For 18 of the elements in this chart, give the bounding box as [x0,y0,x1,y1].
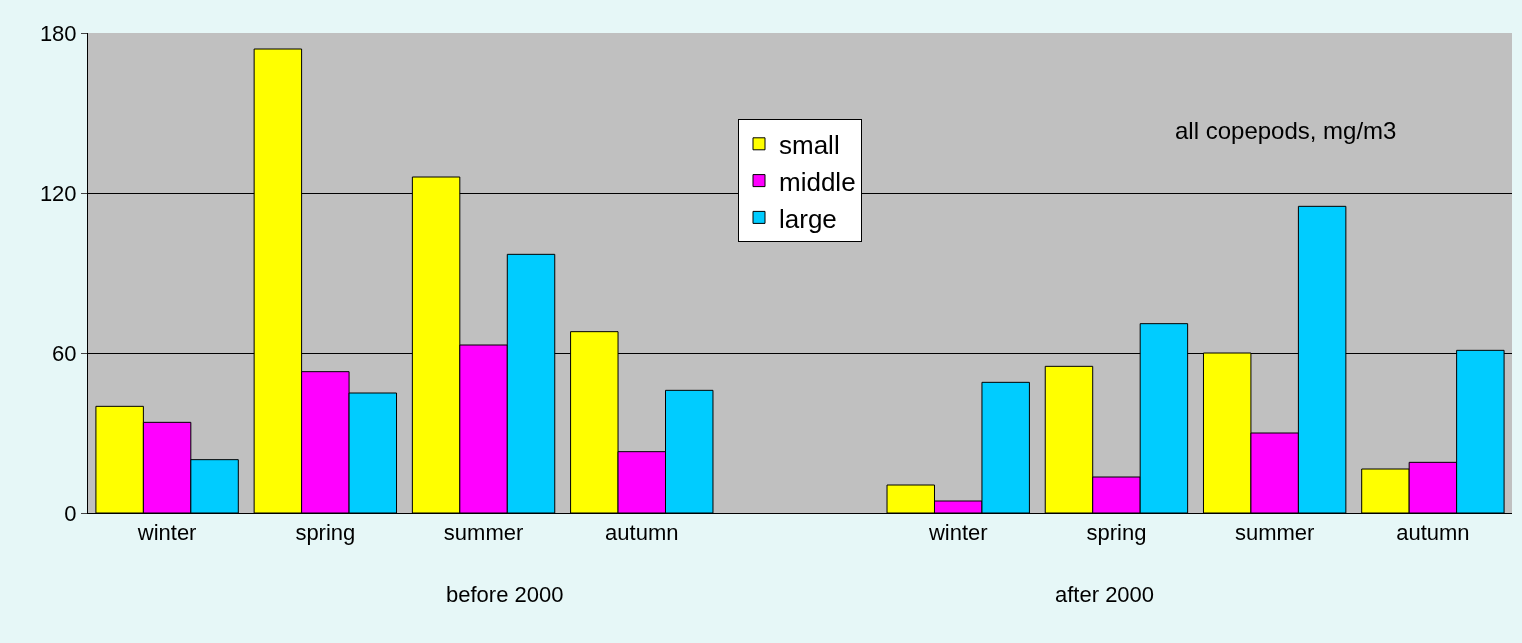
x-tick-label: spring [295,520,356,546]
y-tick-label: 0 [64,500,77,526]
y-tick-label: 60 [52,340,77,366]
x-tick-label: winter [927,520,988,546]
x-tick-label: summer [443,520,524,546]
y-tick-label: 120 [39,180,77,206]
legend-label: large [779,203,837,234]
text: after 2000 [1055,582,1155,607]
x-tick-label: spring [1086,520,1147,546]
x-tick-label: autumn [605,520,679,546]
y-tick-label: 180 [39,20,77,46]
x-tick-label: winter [136,520,197,546]
x-tick-label: summer [1234,520,1315,546]
x-tick-label: autumn [1396,520,1470,546]
legend-label: small [779,129,840,160]
text: before 2000 [446,582,564,607]
legend-label: middle [779,166,856,197]
text: all copepods, mg/m3 [1175,117,1397,144]
